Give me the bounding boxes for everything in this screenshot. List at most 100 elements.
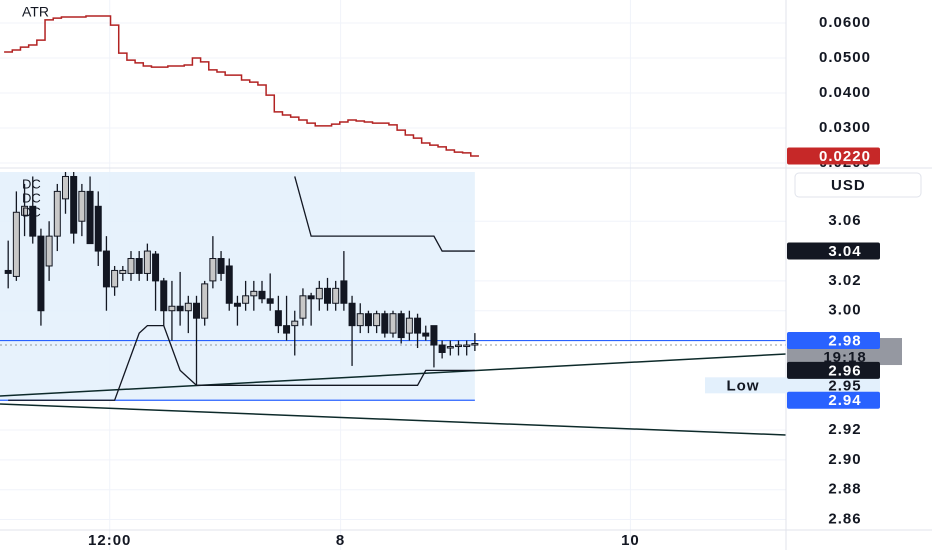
price-axis: 0.06000.05000.04000.03000.02000.02203.06…	[705, 14, 902, 528]
trendline	[0, 353, 786, 397]
price-panel	[0, 172, 786, 401]
low-label: Low	[727, 377, 760, 394]
y-tick-label: 0.0300	[819, 119, 871, 136]
candle-body	[70, 175, 78, 234]
candle-body	[242, 295, 250, 304]
candle-body	[340, 280, 348, 304]
y-tick-label: 2.90	[828, 451, 861, 468]
candle-body	[86, 190, 94, 245]
indicator-label: DC	[22, 190, 41, 205]
candle-body	[152, 253, 160, 282]
candle-body	[135, 258, 143, 274]
candle-body	[119, 269, 127, 274]
candle-body	[225, 265, 233, 304]
trendline	[0, 403, 786, 436]
candle-body	[176, 305, 184, 312]
candle-body	[405, 317, 413, 334]
price-label: 3.04	[828, 243, 861, 260]
candle-body	[217, 258, 225, 274]
trendlines	[0, 353, 786, 436]
candle-body	[332, 287, 340, 304]
dc-line	[294, 176, 475, 252]
candle-body	[168, 305, 176, 312]
price-label: 2.94	[828, 392, 861, 409]
candle-body	[348, 302, 356, 327]
atr-title: ATR	[22, 4, 49, 20]
candle-body	[53, 190, 61, 237]
candle-body	[446, 346, 454, 349]
candle-body	[29, 205, 37, 237]
indicator-label: DC	[22, 204, 41, 219]
candle-body	[37, 235, 45, 312]
currency[interactable]: USD	[831, 177, 866, 194]
indicator-label: DC	[22, 176, 41, 191]
candle-body	[291, 320, 299, 327]
candle-body	[299, 295, 307, 319]
candle-body	[160, 280, 168, 312]
candle-body	[111, 269, 119, 288]
candle-body	[324, 287, 331, 304]
y-tick-label: 2.86	[828, 511, 861, 528]
candle-body	[283, 325, 291, 334]
candle-body	[463, 344, 471, 348]
last-value-label: 0.0220	[819, 148, 871, 165]
last-value-box	[787, 147, 880, 165]
candle-body	[414, 317, 422, 334]
dc-line	[8, 324, 475, 401]
atr-line	[4, 15, 479, 157]
price-label: 2.98	[828, 333, 861, 350]
price-label-box	[787, 361, 880, 379]
x-tick-label: 8	[336, 532, 345, 549]
candle-body	[12, 211, 20, 277]
candle-body	[209, 258, 217, 282]
price-label-box	[787, 332, 880, 350]
candle-body	[307, 295, 315, 300]
candle-body	[471, 343, 479, 346]
candle-body	[4, 269, 12, 274]
candle-body	[389, 313, 397, 334]
candle-body	[94, 205, 102, 252]
candle-body	[250, 290, 258, 297]
atr-panel	[4, 15, 479, 157]
y-tick-label: 0.0400	[819, 84, 871, 101]
candle-body	[127, 258, 135, 274]
candle-body	[62, 175, 69, 200]
y-tick-label: 3.00	[828, 302, 861, 319]
candle-body	[455, 344, 462, 348]
y-tick-label: 2.92	[828, 421, 861, 438]
x-tick-label: 12:00	[88, 532, 131, 549]
y-tick-label: 0.0500	[819, 49, 871, 66]
candle-body	[364, 313, 372, 327]
candle-body	[397, 313, 405, 339]
candle-body	[438, 344, 446, 353]
y-tick-label: 3.02	[828, 272, 861, 289]
countdown: 19:18	[823, 349, 866, 366]
candle-body	[266, 298, 274, 304]
candle-body	[201, 283, 209, 319]
candle-body	[45, 235, 53, 267]
candle-body	[102, 250, 110, 288]
y-tick-label: 2.88	[828, 481, 861, 498]
candle-body	[422, 332, 430, 337]
candle-body	[258, 290, 266, 300]
candle-body	[356, 313, 364, 327]
candle-body	[430, 325, 438, 346]
candle-body	[143, 250, 151, 274]
y-tick-label: 3.06	[828, 212, 861, 229]
currency-box[interactable]	[794, 172, 922, 198]
candle-body	[381, 313, 389, 334]
price-label-box	[787, 242, 880, 260]
candle-body	[193, 302, 200, 319]
candle-body	[274, 310, 282, 327]
candle-body	[184, 302, 192, 312]
low-value: 2.95	[828, 377, 861, 394]
candle-body	[21, 205, 29, 216]
candle-body	[233, 302, 241, 307]
low-box	[705, 377, 880, 394]
candle-body	[78, 190, 86, 222]
x-tick-label: 10	[621, 532, 640, 549]
candle-body	[315, 287, 323, 300]
price-label: 2.96	[828, 362, 861, 379]
